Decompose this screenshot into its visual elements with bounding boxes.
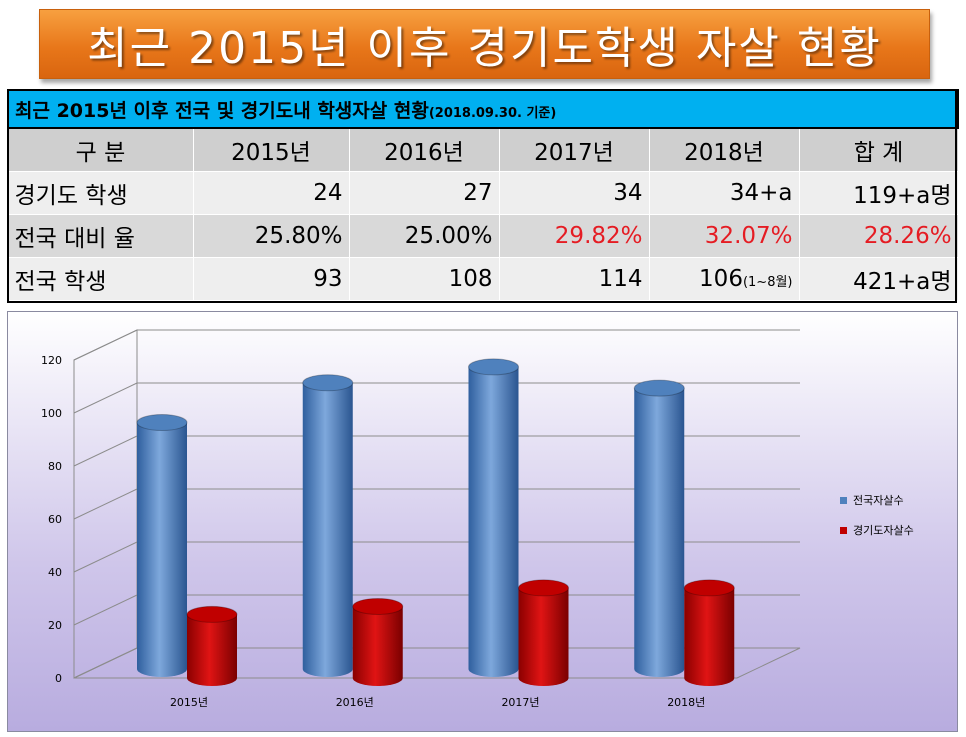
bar [518, 587, 569, 686]
table-cell: 24 [192, 171, 350, 215]
table-cell-highlight: 32.07% [648, 214, 800, 258]
header-cell: 2015년 [192, 127, 350, 172]
table-cell: 34 [498, 171, 650, 215]
table-cell-highlight: 28.26% [798, 214, 959, 258]
gridline-diagonal [73, 541, 138, 573]
bar [634, 388, 685, 677]
y-tick-label: 20 [48, 619, 62, 632]
legend-swatch [840, 527, 847, 534]
row-label: 전국 대비 율 [7, 214, 194, 258]
table-row: 전국 학생 93 108 114 106(1~8월) 421+a명 [7, 257, 959, 301]
x-tick-label: 2016년 [336, 696, 374, 709]
y-tick-label: 120 [41, 354, 62, 367]
table-cell-highlight: 29.82% [498, 214, 650, 258]
header-cell: 2018년 [648, 127, 800, 172]
table-caption-date: (2018.09.30. 기준) [428, 105, 557, 121]
table-cell: 108 [348, 257, 500, 301]
y-tick-label: 0 [55, 672, 62, 685]
table-row: 전국 대비 율 25.80% 25.00% 29.82% 32.07% 28.2… [7, 214, 959, 258]
stats-table: 최근 2015년 이후 전국 및 경기도내 학생자살 현황(2018.09.30… [6, 89, 960, 301]
gridline-diagonal [73, 594, 138, 626]
table-cell: 93 [192, 257, 350, 301]
y-tick-label: 60 [48, 513, 62, 526]
bar-top [518, 579, 569, 597]
header-cell: 2016년 [348, 127, 500, 172]
table-row: 경기도 학생 24 27 34 34+a 119+a명 [7, 171, 959, 215]
bar [684, 587, 735, 686]
legend-swatch [840, 497, 847, 504]
x-tick-label: 2015년 [170, 696, 208, 709]
table-cell: 106(1~8월) [648, 257, 800, 301]
chart-area: 0 20 40 60 80 100 120 2015년 2016년 2017년 2018년 전국자살수… [7, 311, 958, 732]
gridline-diagonal [73, 329, 138, 361]
table-cell: 27 [348, 171, 500, 215]
cell-value: 106 [699, 266, 743, 292]
bar [137, 422, 187, 677]
bar-top [186, 605, 238, 623]
table-header-row: 구 분 2015년 2016년 2017년 2018년 합 계 [7, 127, 959, 172]
table-cell: 119+a명 [798, 171, 959, 215]
x-tick-label: 2017년 [501, 696, 539, 709]
header-cell: 구 분 [7, 127, 194, 172]
bar [187, 614, 237, 686]
y-tick-label: 100 [41, 407, 62, 420]
banner-title: 최근 2015년 이후 경기도학생 자살 현황 [87, 23, 882, 74]
table-cell: 25.00% [348, 214, 500, 258]
legend-label: 경기도자살수 [853, 524, 914, 537]
bar-chart: 0 20 40 60 80 100 120 2015년 2016년 2017년 2018년 전국자살수… [41, 329, 914, 709]
table-cell: 34+a [648, 171, 800, 215]
bar [468, 366, 519, 677]
bar-top [136, 414, 188, 432]
table-cell: 114 [498, 257, 650, 301]
x-tick-label: 2018년 [667, 696, 705, 709]
table-caption-text: 최근 2015년 이후 전국 및 경기도내 학생자살 현황 [15, 99, 429, 122]
y-tick-label: 40 [48, 566, 62, 579]
cell-note: (1~8월) [742, 275, 793, 290]
gridline-diagonal [73, 647, 138, 679]
bar-top [352, 597, 404, 615]
gridline-diagonal [73, 435, 138, 467]
row-label: 경기도 학생 [7, 171, 194, 215]
bar [302, 382, 353, 677]
bar-top [468, 358, 519, 376]
title-banner: 최근 2015년 이후 경기도학생 자살 현황 [39, 9, 930, 79]
header-cell: 합 계 [798, 127, 959, 172]
bar-top [633, 379, 685, 397]
gridline-diagonal [73, 488, 138, 520]
gridline-diagonal [73, 382, 138, 414]
y-tick-label: 80 [48, 460, 62, 473]
bar-top [683, 579, 735, 597]
row-label: 전국 학생 [7, 257, 194, 301]
table-caption-row: 최근 2015년 이후 전국 및 경기도내 학생자살 현황(2018.09.30… [6, 89, 960, 129]
table-caption: 최근 2015년 이후 전국 및 경기도내 학생자살 현황(2018.09.30… [6, 89, 960, 129]
bar [352, 606, 403, 686]
header-cell: 2017년 [498, 127, 650, 172]
legend-label: 전국자살수 [853, 494, 904, 507]
table-cell: 421+a명 [798, 257, 959, 301]
table-cell: 25.80% [192, 214, 350, 258]
bar-top [302, 374, 354, 392]
